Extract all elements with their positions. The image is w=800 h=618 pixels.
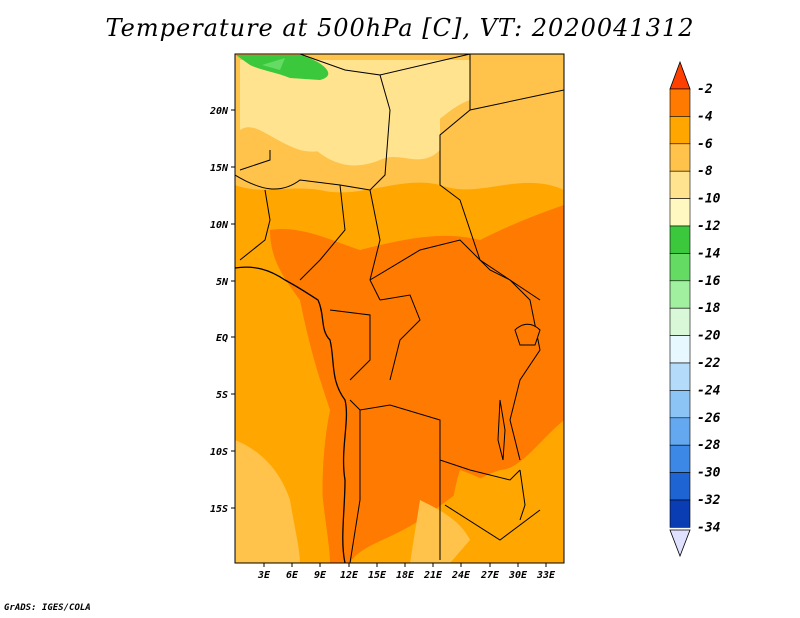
lat-tick-label: 5N xyxy=(216,277,229,288)
colorbar-swatch xyxy=(669,170,691,199)
lake-victoria xyxy=(514,323,541,346)
colorbar-label: -34 xyxy=(697,520,721,535)
lon-tick-label: 33E xyxy=(536,570,556,581)
lon-tick-label: 18E xyxy=(396,570,415,581)
lat-tick-label: 5S xyxy=(216,390,228,401)
lon-tick-label: 15E xyxy=(368,570,387,581)
lat-tick-label: 15N xyxy=(210,163,229,174)
colorbar-arrow-top xyxy=(669,60,691,90)
colorbar-label: -14 xyxy=(697,246,721,261)
lon-tick-label: 9E xyxy=(314,570,327,581)
map-title: Temperature at 500hPa [C], VT: 202004131… xyxy=(105,14,695,42)
colorbar-swatch xyxy=(669,417,691,446)
colorbar-label: -24 xyxy=(697,383,721,398)
colorbar-swatch xyxy=(669,307,691,336)
lon-tick-label: 24E xyxy=(451,570,471,581)
colorbar-label: -4 xyxy=(697,109,713,124)
grads-credit: GrADS: IGES/COLA xyxy=(4,603,91,613)
lat-tick-label: 15S xyxy=(210,504,228,515)
colorbar-swatch xyxy=(669,198,691,227)
colorbar-label: -16 xyxy=(697,274,721,289)
lake-malawi xyxy=(519,469,526,521)
lon-axis: 3E 6E 9E 12E 15E 18E 21E 24E 27E 30E 33E xyxy=(257,563,556,581)
colorbar-swatch xyxy=(669,444,691,473)
lat-tick-label: EQ xyxy=(216,333,228,344)
lon-tick-label: 6E xyxy=(286,570,299,581)
colorbar-label: -30 xyxy=(697,466,721,481)
colorbar-label: -6 xyxy=(697,137,713,152)
colorbar-label: -2 xyxy=(697,82,713,97)
colorbar-label: -8 xyxy=(697,164,713,179)
country-borders xyxy=(235,54,564,563)
lon-tick-label: 27E xyxy=(480,570,500,581)
colorbar-swatch xyxy=(669,116,691,145)
colorbar-swatch xyxy=(669,88,691,117)
lat-tick-label: 20N xyxy=(209,106,229,117)
colorbar-swatch xyxy=(669,335,691,364)
colorbar-label: -12 xyxy=(697,219,721,234)
lat-tick-label: 10S xyxy=(210,447,228,458)
colorbar-swatch xyxy=(669,143,691,172)
southwest-cool-region xyxy=(235,440,300,563)
core-warm-region xyxy=(270,205,564,563)
colorbar-label: -10 xyxy=(697,192,721,207)
colorbar-swatch xyxy=(669,499,691,528)
lake-tanganyika xyxy=(497,399,506,461)
colorbar-label: -22 xyxy=(697,356,721,371)
map-frame xyxy=(234,53,565,564)
lon-tick-label: 3E xyxy=(257,570,271,581)
lon-tick-label: 12E xyxy=(340,570,359,581)
colorbar-swatch xyxy=(669,253,691,282)
colorbar-swatch xyxy=(669,362,691,391)
colorbar-swatch xyxy=(669,225,691,254)
lat-tick-label: 10N xyxy=(210,220,229,231)
colorbar-swatch xyxy=(669,390,691,419)
map-plot xyxy=(234,53,565,564)
west-coastline xyxy=(235,266,348,563)
colorbar-arrow-bottom xyxy=(669,529,691,558)
green-patch-light xyxy=(262,58,285,70)
colorbar: -2 -4 -6 -8 -10 -12 -14 -16 -18 -20 -22 -24 -26 -28 -3… xyxy=(669,60,721,558)
colorbar-label: -26 xyxy=(697,411,721,426)
colorbar-swatch xyxy=(669,472,691,501)
lon-tick-label: 30E xyxy=(508,570,528,581)
colorbar-label: -32 xyxy=(697,493,721,508)
green-patch-region xyxy=(236,55,329,80)
colorbar-label: -28 xyxy=(697,438,721,453)
colorbar-label: -18 xyxy=(697,301,721,316)
lat-axis: 20N 15N 10N 5N EQ 5S 10S 15S xyxy=(209,106,235,515)
lon-tick-label: 21E xyxy=(423,570,443,581)
sahara-cool-region-2 xyxy=(280,110,440,166)
colorbar-swatch xyxy=(669,280,691,309)
southeast-region xyxy=(440,470,564,563)
colorbar-label: -20 xyxy=(697,329,721,344)
